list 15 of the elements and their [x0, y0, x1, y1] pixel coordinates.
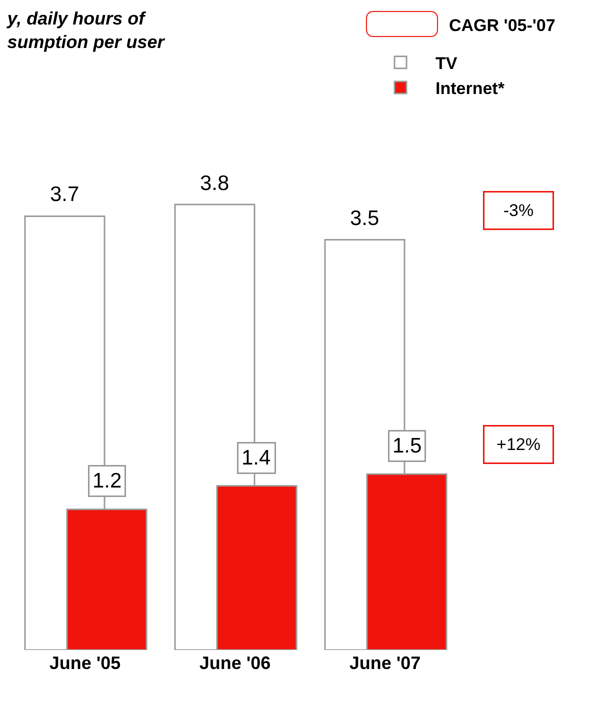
x-tick-label: June '07: [349, 653, 421, 673]
data-label: 3.7: [50, 183, 80, 206]
data-label: 1.5: [392, 434, 422, 458]
x-tick-label: June '05: [49, 653, 121, 673]
data-label: 1.4: [242, 446, 272, 470]
data-label: 3.5: [350, 207, 380, 230]
x-tick-label: June '06: [199, 653, 271, 673]
text: +12%: [496, 435, 540, 454]
legend-label: TV: [436, 54, 458, 74]
chart-title: y, daily hours of sumption per user: [6, 8, 166, 52]
data-label: 3.8: [200, 172, 230, 195]
text: CAGR '05-'07: [449, 16, 556, 35]
text: -3%: [503, 201, 534, 220]
data-label: 1.2: [92, 470, 122, 492]
legend-label: Internet*: [436, 79, 505, 98]
